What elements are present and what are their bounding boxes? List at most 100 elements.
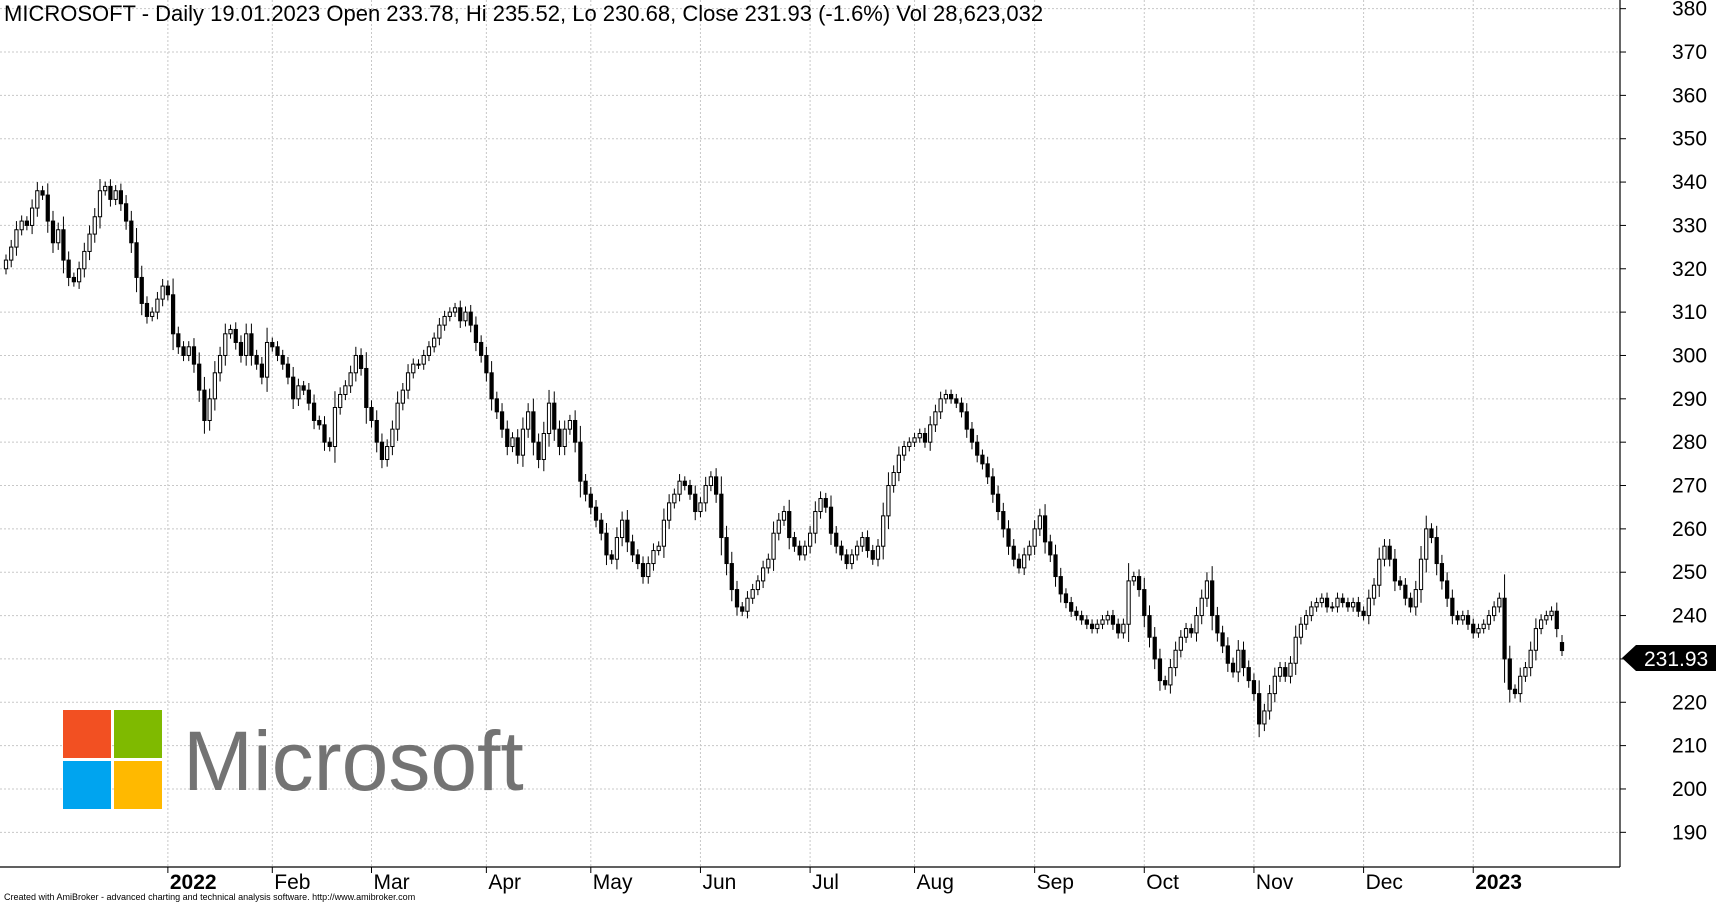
candle (682, 476, 687, 491)
candle (1095, 619, 1100, 634)
candle (1016, 553, 1022, 574)
y-tick-label: 330 (1672, 214, 1707, 237)
candle (599, 513, 604, 541)
candle (1173, 641, 1178, 677)
candle (56, 222, 61, 250)
candle (1257, 680, 1262, 738)
candle (823, 492, 828, 513)
candle (238, 335, 244, 363)
candle (849, 549, 854, 570)
candle (1345, 597, 1351, 612)
candle (442, 310, 447, 331)
candle (1366, 589, 1371, 625)
candle (468, 304, 473, 333)
candle (1309, 601, 1314, 622)
candle (620, 511, 625, 547)
last-price-label: 231.93 (1644, 648, 1708, 671)
candle (729, 551, 734, 602)
candle (969, 422, 975, 450)
candle (1439, 554, 1445, 590)
candle (1032, 520, 1037, 555)
candle (1199, 589, 1204, 625)
candle (306, 382, 311, 411)
candle (714, 468, 719, 503)
candle (1225, 637, 1230, 672)
candle (787, 499, 792, 550)
candle (943, 389, 948, 404)
candle (405, 364, 411, 399)
candle (1001, 502, 1006, 538)
candle (61, 216, 66, 274)
candle (1544, 610, 1549, 625)
candle (865, 530, 870, 558)
candle (1465, 609, 1471, 630)
y-tick-label: 300 (1672, 344, 1707, 367)
candle (1267, 684, 1272, 720)
candle (886, 472, 891, 530)
candle (1131, 571, 1136, 586)
candle (1163, 675, 1168, 690)
candle (959, 397, 964, 418)
candle (411, 358, 416, 379)
candle (322, 416, 327, 451)
candle (144, 296, 150, 324)
x-tick-label: Jul (812, 871, 839, 894)
candle (29, 199, 35, 235)
candle (1413, 580, 1418, 616)
candle (1241, 641, 1246, 677)
candle (1042, 504, 1048, 554)
candle (35, 182, 40, 217)
candle (1136, 569, 1142, 597)
candle (82, 242, 87, 278)
candle (1523, 661, 1528, 682)
candle (1121, 618, 1126, 639)
candle (9, 239, 14, 268)
candle (421, 349, 426, 370)
candle (1361, 606, 1366, 621)
candle (760, 560, 766, 589)
candle (103, 181, 108, 196)
candle (1392, 549, 1398, 592)
x-tick-label: Sep (1037, 871, 1074, 894)
candle (1058, 567, 1063, 603)
candle (1116, 618, 1121, 639)
candle (651, 543, 656, 571)
candle (1408, 592, 1413, 613)
candle (1330, 602, 1335, 612)
candle (176, 326, 181, 354)
candle (990, 468, 995, 503)
candle (1497, 592, 1502, 613)
candle (285, 356, 291, 385)
candle (400, 382, 405, 411)
candle (1089, 619, 1095, 634)
candle (834, 526, 839, 554)
y-tick-label: 360 (1672, 84, 1707, 107)
candle (802, 540, 808, 561)
candle (270, 337, 275, 352)
candle (1492, 601, 1497, 622)
candle (217, 346, 223, 382)
candle (640, 556, 646, 584)
candle (1356, 596, 1361, 617)
x-tick-label: Aug (917, 871, 954, 894)
candle (593, 500, 599, 528)
y-tick-label: 310 (1672, 301, 1707, 324)
candle (1037, 508, 1042, 537)
candle (656, 541, 661, 556)
candle (390, 420, 395, 456)
candle (661, 508, 667, 558)
candle (264, 327, 270, 392)
y-tick-label: 200 (1672, 778, 1707, 801)
candle (223, 323, 228, 366)
candle (896, 446, 901, 482)
candle (541, 421, 546, 472)
candle (463, 306, 468, 327)
candle (1471, 618, 1476, 639)
candle (687, 479, 693, 500)
y-tick-label: 240 (1672, 605, 1707, 628)
candle (1382, 539, 1387, 567)
candle (1429, 523, 1434, 544)
candle (703, 476, 708, 512)
candle (515, 429, 520, 464)
candle (14, 221, 19, 256)
